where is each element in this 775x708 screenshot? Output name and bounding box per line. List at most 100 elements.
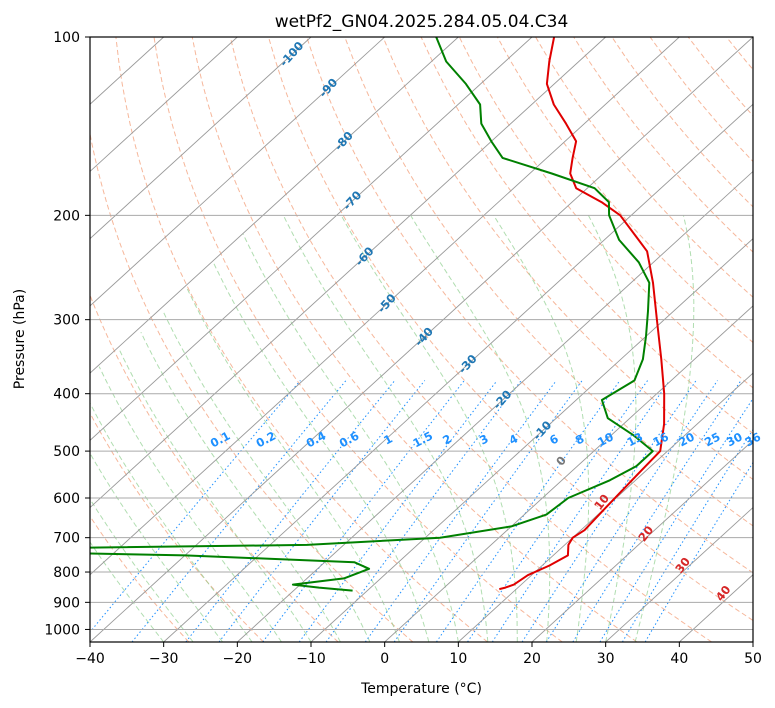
in-plot-labels: -100-90-80-70-60-50-40-30-20-100.1 0.2 0.4…	[208, 39, 763, 604]
mixing-ratio-line	[572, 380, 742, 642]
isotherm-line	[90, 37, 680, 576]
dry-adiabat-line	[344, 37, 753, 527]
y-tick-label: 400	[53, 387, 80, 403]
x-axis-label: Temperature (°C)	[360, 681, 482, 697]
moist-adiabat-label: 20	[635, 523, 656, 544]
isotherm-line	[752, 641, 753, 642]
isotherm-line	[90, 37, 533, 441]
mixing-ratio-line	[393, 380, 583, 642]
isotherm-line	[605, 506, 753, 642]
x-tick-label: −30	[149, 651, 179, 667]
dry-adiabat-line	[573, 37, 753, 253]
isotherm-line	[237, 170, 753, 642]
mixing-ratio-label: 8	[573, 431, 587, 447]
mixing-ratio-label: 2	[440, 431, 454, 447]
y-axis-label: Pressure (hPa)	[12, 289, 28, 389]
mixing-ratio-label: 1	[381, 431, 395, 447]
moist-adiabat-line	[90, 452, 224, 642]
mixing-ratio-line	[364, 380, 557, 642]
mixing-ratio-label: 0.2	[254, 428, 279, 450]
moist-adiabat-label: 30	[672, 555, 693, 576]
moist-adiabat-line	[90, 498, 194, 642]
moist-adiabat-line	[140, 331, 341, 642]
moist-adiabat-line	[493, 215, 590, 642]
background-lines	[90, 37, 775, 642]
moist-adiabat-line	[186, 287, 400, 642]
isotherm-line	[90, 37, 385, 307]
dry-adiabat-line	[496, 37, 753, 344]
chart-title: wetPf2_GN04.2025.284.05.04.C34	[275, 12, 569, 32]
mixing-ratio-label: 6	[547, 431, 561, 447]
dry-adiabat-line	[153, 37, 563, 642]
axis-ticks: −40 −30 −20 −10 0 10 20 30 40 5010009008007006005…	[44, 30, 762, 667]
dry-adiabat-line	[268, 37, 753, 622]
mixing-ratio-line	[131, 380, 347, 642]
mixing-ratio-label: 25	[702, 430, 723, 450]
mixing-ratio-line	[644, 461, 753, 642]
x-tick-label: 0	[380, 651, 389, 667]
x-tick-label: −40	[75, 651, 105, 667]
mixing-ratio-label: 20	[676, 430, 697, 450]
x-tick-label: 20	[523, 651, 541, 667]
y-tick-label: 100	[53, 30, 80, 46]
x-tick-label: 50	[744, 651, 762, 667]
dry-adiabat-line	[306, 37, 753, 574]
moist-adiabat-line	[634, 215, 695, 642]
moist-adiabat-line	[98, 366, 282, 642]
dry-adiabat-line	[90, 131, 414, 642]
isotherm-line	[90, 37, 459, 374]
moist-adiabat-line	[340, 215, 518, 642]
y-tick-label: 700	[53, 531, 80, 547]
dry-adiabat-line	[765, 37, 775, 642]
isotherm-line	[90, 37, 606, 509]
mixing-ratio-line	[621, 428, 753, 642]
mixing-ratio-line	[435, 380, 621, 642]
mixing-ratio-label: 1.5	[410, 428, 435, 450]
moist-adiabat-line	[90, 402, 253, 642]
isotherm-line	[458, 372, 753, 642]
moist-adiabat-line	[242, 233, 459, 642]
dry-adiabat-line	[229, 37, 712, 642]
dry-adiabat-line	[115, 37, 488, 642]
x-tick-label: 40	[670, 651, 688, 667]
isotherm-line	[90, 37, 753, 642]
mixing-ratio-label: 0.4	[304, 428, 329, 450]
dry-adiabat-line	[90, 515, 190, 642]
dry-adiabat-line	[191, 37, 638, 642]
isotherm-line	[163, 103, 753, 642]
x-tick-label: −20	[223, 651, 253, 667]
y-tick-label: 800	[53, 565, 80, 581]
moist-adiabat-label: 0	[553, 453, 569, 468]
dry-adiabat-line	[611, 37, 753, 208]
mixing-ratio-label: 3	[477, 431, 491, 447]
mixing-ratio-line	[467, 380, 649, 642]
grid	[90, 37, 753, 642]
mixing-ratio-line	[185, 380, 396, 642]
mixing-ratio-label: 0.1	[208, 428, 233, 450]
isotherm-line	[90, 37, 312, 240]
isotherm-line	[90, 37, 238, 173]
y-tick-label: 1000	[44, 622, 80, 638]
plot-frame	[89, 36, 754, 643]
dry-adiabat-line	[535, 37, 753, 298]
mixing-ratio-line	[298, 380, 498, 642]
moist-adiabat-line	[410, 215, 551, 642]
series-group	[90, 37, 666, 592]
moist-adiabat-line	[118, 347, 312, 642]
mixing-ratio-label: 16	[650, 430, 671, 450]
moist-adiabat-line	[90, 541, 165, 642]
mixing-ratio-line	[90, 380, 301, 633]
dewpoint-profile-line	[90, 37, 654, 592]
temperature-profile-line	[499, 37, 666, 591]
y-tick-label: 600	[53, 491, 80, 507]
moist-adiabat-line	[212, 262, 430, 642]
isotherm-line	[384, 305, 753, 642]
mixing-ratio-label: 10	[595, 430, 616, 450]
x-tick-label: −10	[296, 651, 326, 667]
moist-adiabat-line	[587, 215, 637, 642]
dry-adiabat-line	[687, 37, 753, 117]
y-tick-label: 900	[53, 595, 80, 611]
mixing-ratio-label: 4	[507, 431, 521, 447]
x-tick-label: 10	[449, 651, 467, 667]
